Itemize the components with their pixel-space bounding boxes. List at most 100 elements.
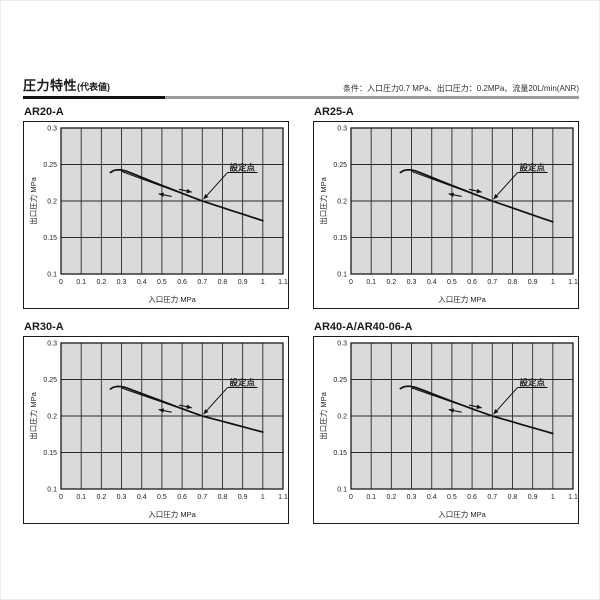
y-tick-label: 0.2 [47,414,57,421]
x-tick-label: 1 [261,494,265,501]
y-tick-label: 0.15 [333,450,347,457]
chart-svg: 0 0.1 0.2 0.3 0.4 0.5 0.6 0.7 0.8 0.9 1 1.10.30.250… [23,121,289,309]
x-tick-label: 0.4 [137,279,147,286]
x-tick-label: 1 [551,279,555,286]
x-tick-label: 0.8 [508,279,518,286]
x-axis-title: 入口圧力 MPa [438,294,486,304]
hysteresis-return-line [120,387,203,417]
y-tick-label: 0.1 [337,487,347,494]
chart-title: AR30-A [24,321,64,333]
set-point-label: 設定点 [230,162,256,172]
x-tick-label: 0.8 [508,494,518,501]
hysteresis-return-line [410,387,493,417]
page-title-suffix: (代表値) [77,82,111,92]
page-title: 圧力特性(代表値) [23,79,110,94]
set-point-label: 設定点 [230,377,256,387]
x-tick-label: 0.7 [197,279,207,286]
direction-arrow-head [448,192,455,198]
x-tick-label: 0.3 [117,494,127,501]
y-tick-label: 0.15 [43,235,57,242]
x-tick-label: 0.4 [137,494,147,501]
x-axis-title: 入口圧力 MPa [438,509,486,519]
set-point-leader-line [203,387,228,415]
direction-arrow-head [476,404,482,409]
y-axis-title: 出口圧力 MPa [28,391,38,439]
y-tick-label: 0.1 [47,487,57,494]
x-tick-label: 0.9 [238,494,248,501]
x-tick-label: 0.3 [407,279,417,286]
set-point-leader-line [493,387,518,415]
set-point-label: 設定点 [520,162,546,172]
chart-panel-ar20-a: AR20-A 0 0.1 0.2 0.3 0.4 0.5 0.6 0.7 0.8 0.9 1 1.1 0… [23,106,289,309]
plot-border [350,342,574,490]
x-tick-label: 1.1 [568,494,578,501]
x-tick-label: 0.9 [528,279,538,286]
chart-panel-ar40-a: AR40-A/AR40-06-A 0 0.1 0.2 0.3 0.4 0.5 0.6 0.7 0… [313,321,579,524]
x-tick-label: 0 [349,494,353,501]
x-tick-label: 0.6 [467,494,477,501]
direction-arrow-head [476,188,482,194]
y-tick-label: 0.3 [337,341,347,348]
y-axis-title: 出口圧力 MPa [28,176,38,224]
x-tick-label: 0.3 [407,494,417,501]
y-tick-label: 0.25 [333,162,347,169]
chart-svg: 0 0.1 0.2 0.3 0.4 0.5 0.6 0.7 0.8 0.9 1 1.10.30.250… [313,336,579,524]
x-tick-label: 0.6 [177,494,187,501]
x-tick-label: 1.1 [568,279,578,286]
x-tick-label: 0.5 [447,494,457,501]
x-tick-label: 0.6 [467,279,477,286]
page-header: 圧力特性(代表値) 条件：入口圧力0.7 MPa、出口圧力：0.2MPa、流量2… [23,79,579,94]
x-tick-label: 0.1 [366,494,376,501]
direction-arrow-head [158,192,165,198]
x-axis-title: 入口圧力 MPa [148,294,196,304]
x-tick-label: 0.8 [218,494,228,501]
y-tick-label: 0.2 [337,414,347,421]
x-tick-label: 0.3 [117,279,127,286]
x-tick-label: 0 [349,279,353,286]
y-tick-label: 0.25 [333,377,347,384]
page-content: 圧力特性(代表値) 条件：入口圧力0.7 MPa、出口圧力：0.2MPa、流量2… [23,79,579,524]
x-tick-label: 0.4 [427,279,437,286]
x-tick-label: 0.5 [157,494,167,501]
y-tick-label: 0.2 [337,199,347,206]
x-tick-label: 0.9 [238,279,248,286]
title-rule-gray-segment [165,96,579,99]
hysteresis-return-line [410,170,493,202]
y-tick-label: 0.15 [43,450,57,457]
plot-border [350,127,574,275]
y-tick-label: 0.25 [43,162,57,169]
direction-arrow-head [448,408,455,413]
x-tick-label: 1 [551,494,555,501]
set-point-leader-line [203,172,228,200]
x-tick-label: 0.5 [447,279,457,286]
x-tick-label: 0.1 [76,494,86,501]
set-point-arrow-head [203,193,209,200]
direction-arrow-head [186,188,192,194]
x-tick-label: 0.2 [96,279,106,286]
y-tick-label: 0.2 [47,199,57,206]
x-tick-label: 0.1 [366,279,376,286]
y-tick-label: 0.15 [333,235,347,242]
x-tick-label: 1 [261,279,265,286]
chart-canvas: 0 0.1 0.2 0.3 0.4 0.5 0.6 0.7 0.8 0.9 1 1.1 0.3 0.25 0… [23,121,289,309]
x-tick-label: 0.7 [197,494,207,501]
chart-canvas: 0 0.1 0.2 0.3 0.4 0.5 0.6 0.7 0.8 0.9 1 1.1 0.3 0.25 0… [23,336,289,524]
set-point-arrow-head [493,408,499,415]
y-tick-label: 0.3 [47,126,57,133]
chart-title: AR40-A/AR40-06-A [314,321,413,333]
x-tick-label: 0.8 [218,279,228,286]
set-point-arrow-head [203,408,209,415]
page-title-text: 圧力特性 [23,78,78,93]
direction-arrow-head [186,404,192,409]
chart-svg: 0 0.1 0.2 0.3 0.4 0.5 0.6 0.7 0.8 0.9 1 1.10.30.250… [23,336,289,524]
y-tick-label: 0.1 [337,272,347,279]
plot-border [60,127,284,275]
x-tick-label: 0.1 [76,279,86,286]
x-tick-label: 1.1 [278,494,288,501]
y-tick-label: 0.3 [47,341,57,348]
x-tick-label: 0.7 [487,279,497,286]
x-tick-label: 0.7 [487,494,497,501]
title-rule-black-segment [23,96,165,99]
x-tick-label: 0.2 [96,494,106,501]
